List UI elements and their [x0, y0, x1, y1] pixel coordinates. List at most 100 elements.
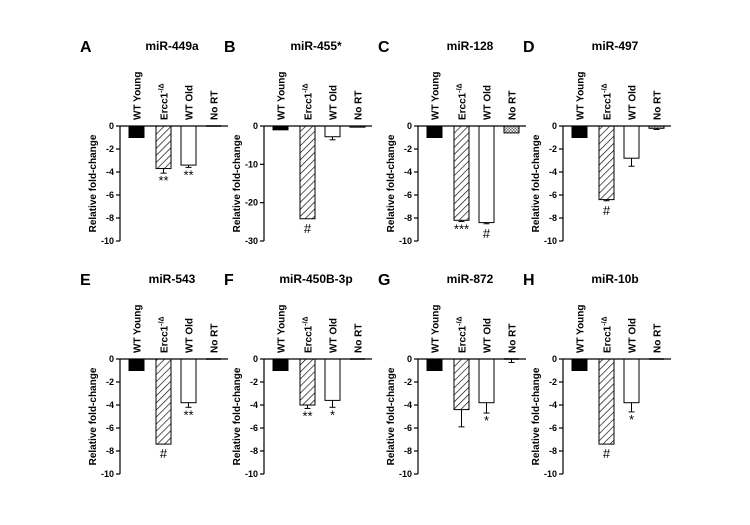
y-tick-label: -8	[549, 446, 557, 456]
bar-2	[155, 358, 172, 445]
panel-title: miR-128	[447, 39, 494, 53]
significance-marker: **	[183, 167, 193, 182]
y-tick-label: -8	[404, 213, 412, 223]
category-label: WT Old	[185, 85, 196, 120]
bar-2	[598, 358, 615, 445]
category-label: WT Old	[483, 318, 494, 353]
bar-3	[478, 358, 495, 404]
y-tick-label: 0	[552, 121, 557, 131]
y-tick-label: -6	[404, 190, 412, 200]
y-axis-label: Relative fold-change	[531, 367, 542, 465]
y-tick-label: -8	[404, 446, 412, 456]
y-tick-label: -20	[245, 198, 258, 208]
panel-letter: D	[523, 39, 535, 56]
category-label: WT Young	[431, 71, 442, 120]
bar-1	[571, 358, 588, 371]
y-tick-label: -8	[549, 213, 557, 223]
bar-1	[128, 125, 145, 138]
category-label: No RT	[354, 91, 365, 120]
category-label: WT Old	[628, 85, 639, 120]
y-tick-label: 0	[552, 354, 557, 364]
category-label: No RT	[354, 324, 365, 353]
category-label: WT Old	[329, 85, 340, 120]
bar-1	[128, 358, 145, 371]
y-axis-label: Relative fold-change	[232, 134, 243, 232]
significance-marker: #	[603, 446, 611, 461]
significance-marker: *	[330, 407, 335, 422]
bar-2	[453, 358, 470, 411]
category-label: Ercc1-/Δ	[457, 83, 469, 120]
bar-3	[623, 358, 640, 404]
category-label: Ercc1-/Δ	[303, 83, 315, 120]
y-tick-label: 0	[407, 354, 412, 364]
y-tick-label: -8	[106, 213, 114, 223]
y-tick-label: 0	[253, 354, 258, 364]
y-tick-label: -10	[544, 469, 557, 479]
y-tick-label: -10	[245, 159, 258, 169]
y-tick-label: 0	[109, 121, 114, 131]
category-label: WT Old	[628, 318, 639, 353]
category-label: WT Young	[576, 71, 587, 120]
category-label: No RT	[653, 91, 664, 120]
y-tick-label: -10	[101, 236, 114, 246]
y-tick-label: -4	[549, 400, 557, 410]
significance-marker: #	[304, 221, 312, 236]
panel-letter: A	[80, 39, 92, 56]
category-label: No RT	[210, 324, 221, 353]
category-label: WT Old	[483, 85, 494, 120]
y-axis-label: Relative fold-change	[386, 134, 397, 232]
y-tick-label: -4	[404, 400, 412, 410]
category-label: WT Old	[185, 318, 196, 353]
bar-1	[272, 358, 289, 371]
bar-3	[180, 358, 197, 404]
y-tick-label: -30	[245, 236, 258, 246]
panel-letter: F	[224, 272, 234, 289]
significance-marker: *	[629, 412, 634, 427]
bar-1	[426, 125, 443, 138]
y-tick-label: -6	[106, 190, 114, 200]
category-label: No RT	[508, 91, 519, 120]
bar-1	[426, 358, 443, 371]
panel-letter: C	[378, 39, 390, 56]
category-label: No RT	[653, 324, 664, 353]
y-tick-label: -2	[106, 144, 114, 154]
bar-2	[598, 125, 615, 201]
panel-title: miR-872	[447, 272, 494, 286]
bar-3	[478, 125, 495, 224]
y-axis-label: Relative fold-change	[232, 367, 243, 465]
y-tick-label: -6	[404, 423, 412, 433]
y-tick-label: -6	[250, 423, 258, 433]
category-label: Ercc1-/Δ	[159, 316, 171, 353]
bar-3	[324, 125, 341, 138]
significance-marker: #	[483, 226, 491, 241]
category-label: Ercc1-/Δ	[602, 316, 614, 353]
y-tick-label: -2	[549, 377, 557, 387]
y-tick-label: -2	[404, 144, 412, 154]
category-label: Ercc1-/Δ	[159, 83, 171, 120]
y-tick-label: -2	[106, 377, 114, 387]
category-label: No RT	[508, 324, 519, 353]
y-tick-label: 0	[253, 121, 258, 131]
y-axis-label: Relative fold-change	[531, 134, 542, 232]
panel-letter: G	[378, 272, 390, 289]
category-label: Ercc1-/Δ	[457, 316, 469, 353]
panel-letter: H	[523, 272, 535, 289]
y-tick-label: -4	[549, 167, 557, 177]
significance-marker: **	[183, 407, 193, 422]
category-label: Ercc1-/Δ	[602, 83, 614, 120]
panel-letter: E	[80, 272, 91, 289]
y-tick-label: -10	[399, 469, 412, 479]
y-axis-label: Relative fold-change	[386, 367, 397, 465]
category-label: Ercc1-/Δ	[303, 316, 315, 353]
y-tick-label: -6	[549, 423, 557, 433]
category-label: WT Young	[576, 304, 587, 353]
y-tick-label: -2	[549, 144, 557, 154]
y-tick-label: -10	[245, 469, 258, 479]
y-axis-label: Relative fold-change	[88, 134, 99, 232]
y-tick-label: -10	[544, 236, 557, 246]
